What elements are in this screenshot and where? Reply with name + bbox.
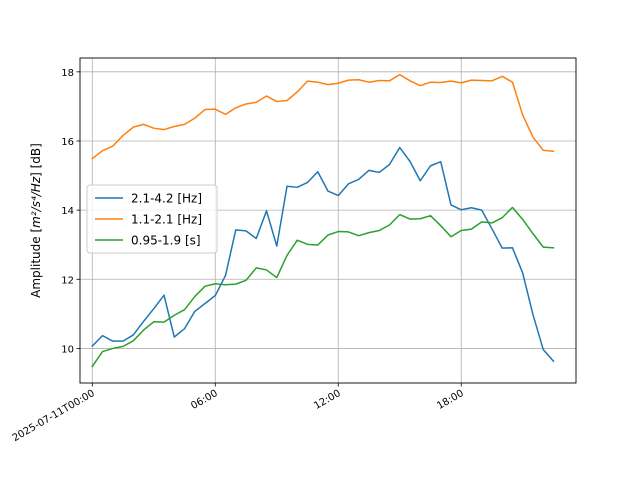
series-layer bbox=[91, 73, 555, 368]
series-line bbox=[91, 73, 555, 160]
series-line bbox=[91, 146, 555, 363]
y-tick-label: 18 bbox=[61, 68, 74, 79]
legend-entry: 2.1-4.2 [Hz] bbox=[131, 192, 202, 206]
y-tick-label: 12 bbox=[61, 275, 74, 286]
legend: 2.1-4.2 [Hz] 1.1-2.1 [Hz] 0.95-1.9 [s] bbox=[86, 184, 218, 254]
y-axis-label: Amplitude [m²/s⁴/Hz] [dB] bbox=[29, 143, 43, 298]
legend-box bbox=[86, 184, 218, 254]
plot-frame bbox=[79, 57, 577, 384]
legend-entry: 0.95-1.9 [s] bbox=[131, 234, 201, 248]
legend-entry: 1.1-2.1 [Hz] bbox=[131, 213, 202, 227]
y-tick-label: 14 bbox=[61, 206, 74, 217]
y-axis: 10 12 14 16 18 bbox=[61, 68, 80, 355]
y-tick-label: 16 bbox=[61, 137, 74, 148]
y-tick-label: 10 bbox=[61, 344, 74, 355]
series-line bbox=[91, 206, 555, 368]
